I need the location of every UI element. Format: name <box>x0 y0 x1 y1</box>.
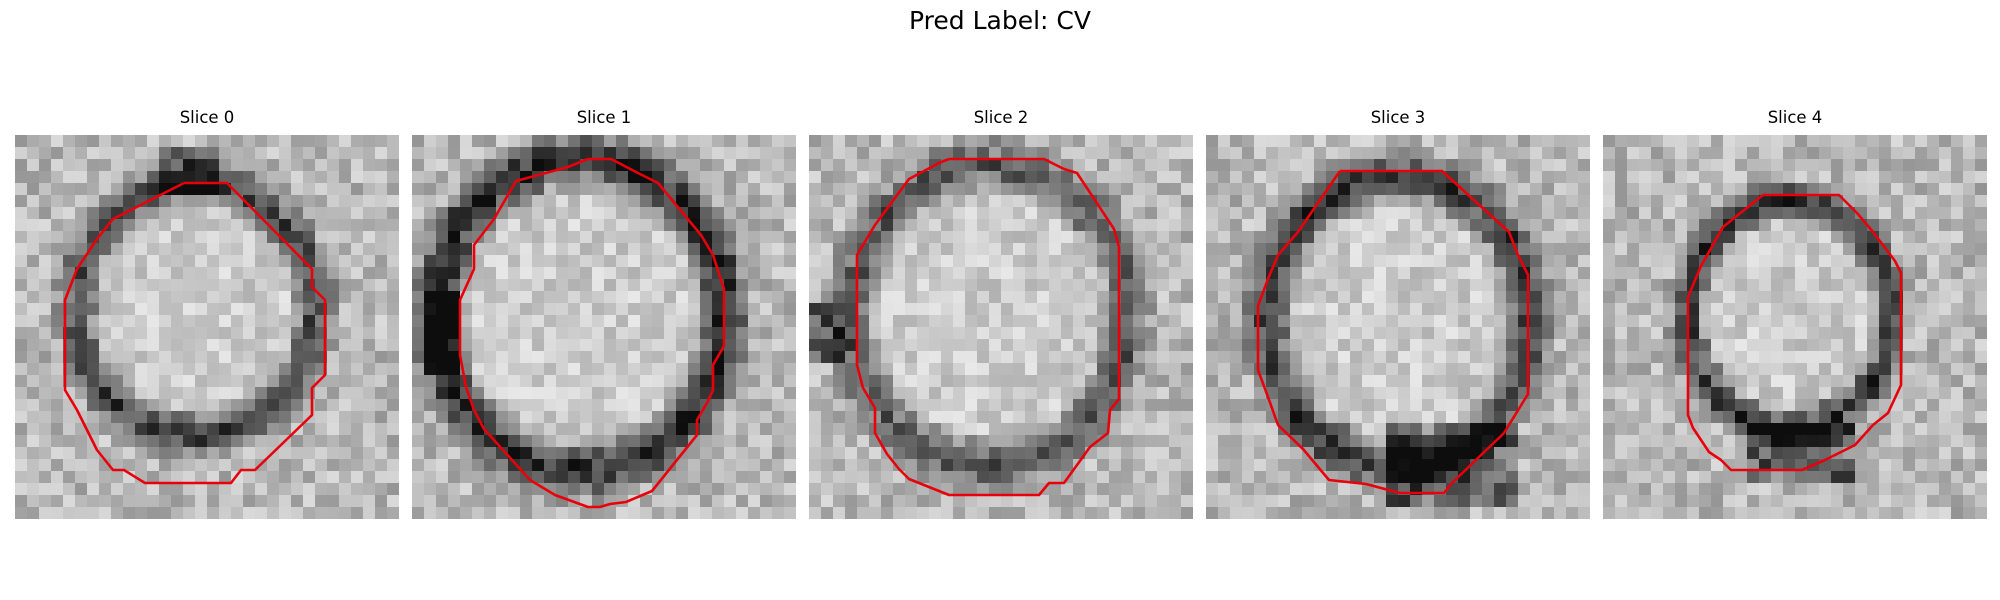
slice-title: Slice 1 <box>412 108 796 127</box>
slice-title: Slice 3 <box>1206 108 1590 127</box>
slice-image-0 <box>15 135 399 519</box>
slice-panel-1: Slice 1 <box>412 108 796 523</box>
grayscale-image <box>1603 135 1987 519</box>
slice-image-3 <box>1206 135 1590 519</box>
grayscale-image <box>1206 135 1590 519</box>
grayscale-image <box>15 135 399 519</box>
slice-title: Slice 4 <box>1603 108 1987 127</box>
slice-panel-3: Slice 3 <box>1206 108 1590 523</box>
slice-title: Slice 0 <box>15 108 399 127</box>
slice-panel-4: Slice 4 <box>1603 108 1987 523</box>
slice-title: Slice 2 <box>809 108 1193 127</box>
slice-image-2 <box>809 135 1193 519</box>
grayscale-image <box>809 135 1193 519</box>
slice-panel-0: Slice 0 <box>15 108 399 523</box>
grayscale-image <box>412 135 796 519</box>
figure-title: Pred Label: CV <box>0 6 2000 35</box>
slice-panel-2: Slice 2 <box>809 108 1193 523</box>
slice-image-1 <box>412 135 796 519</box>
slice-image-4 <box>1603 135 1987 519</box>
